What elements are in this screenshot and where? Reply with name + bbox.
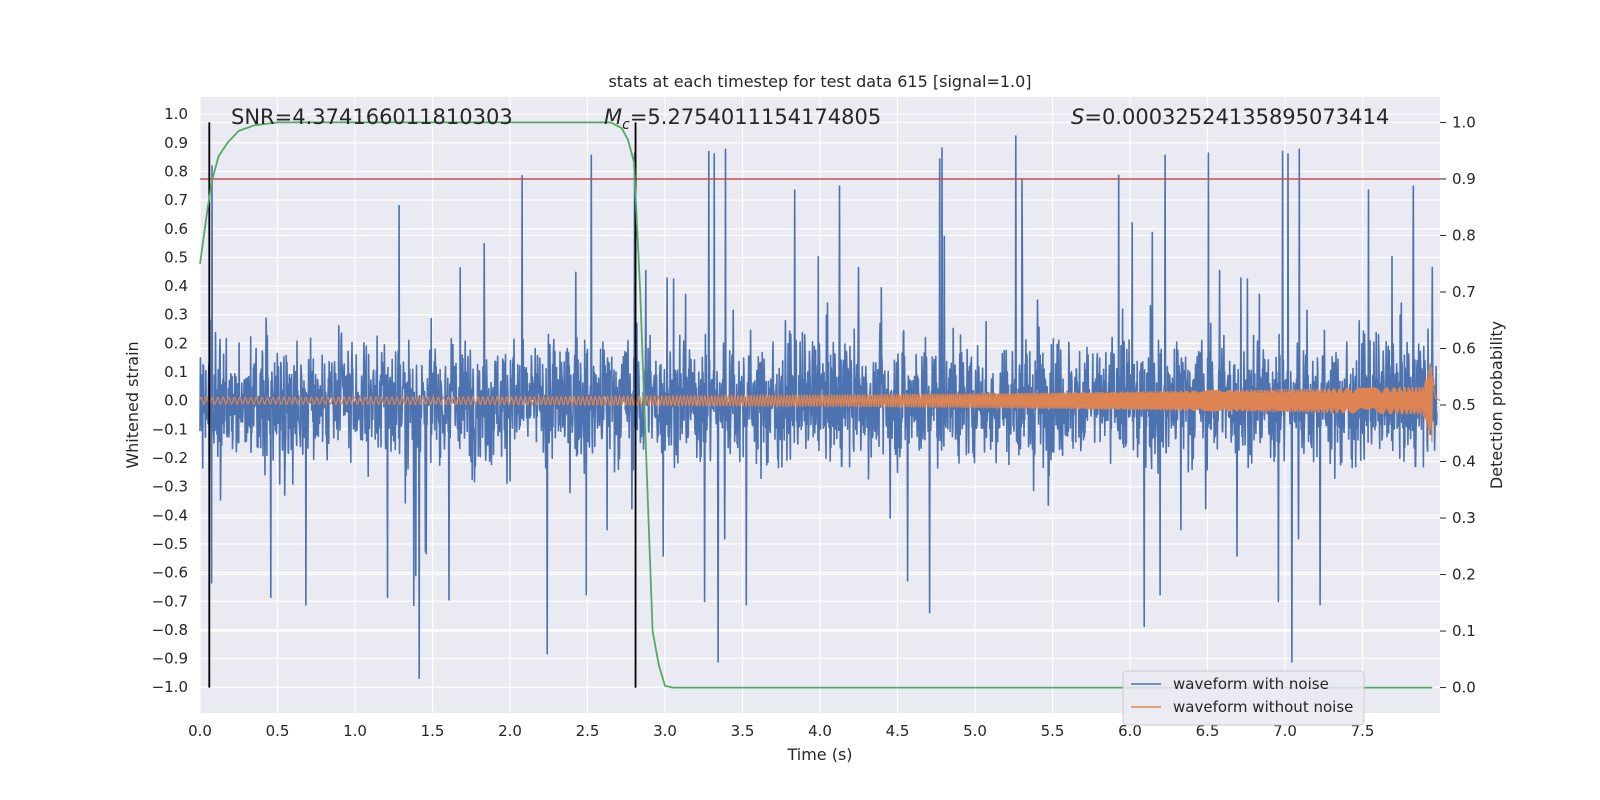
legend-box [1122, 670, 1365, 726]
y-right-tick-label: 0.6 [1452, 339, 1476, 357]
tick-labels: 0.0 0.5 1.0 1.5 2.0 2.5 3.0 3.5 4.0 4.5 5.0 5.5 6.0 6… [152, 105, 1476, 740]
chart-title: stats at each timestep for test data 615… [608, 72, 1031, 91]
y-right-tick-label: 1.0 [1452, 113, 1476, 131]
y-right-tick-label: 0.8 [1452, 226, 1476, 244]
y-left-tick-label: −0.4 [152, 506, 188, 524]
y-left-tick-label: −0.7 [152, 592, 188, 610]
y-right-tick-label: 0.9 [1452, 170, 1476, 188]
y-left-tick-label: 0.7 [164, 191, 188, 209]
y-left-tick-label: −0.8 [152, 621, 188, 639]
x-tick-label: 3.5 [731, 722, 755, 740]
x-tick-label: 3.0 [653, 722, 677, 740]
y-left-tick-label: 0.3 [164, 306, 188, 324]
y-left-tick-label: 0.9 [164, 134, 188, 152]
x-tick-label: 5.5 [1041, 722, 1065, 740]
y-right-tick-label: 0.1 [1452, 622, 1476, 640]
s-value: =0.00032524135895073414 [1084, 105, 1389, 129]
chirp-mass-value: =5.2754011154174805 [630, 105, 881, 129]
x-tick-label: 4.5 [886, 722, 910, 740]
y-right-tick-label: 0.3 [1452, 509, 1476, 527]
y-left-tick-label: 0.0 [164, 392, 188, 410]
x-tick-label: 1.5 [421, 722, 445, 740]
y-left-tick-label: 1.0 [164, 105, 188, 123]
y-left-tick-label: 0.6 [164, 220, 188, 238]
y-left-tick-label: −0.5 [152, 535, 188, 553]
y-right-tick-label: 0.5 [1452, 396, 1476, 414]
x-tick-label: 7.5 [1351, 722, 1375, 740]
x-tick-label: 2.5 [576, 722, 600, 740]
overlays [199, 121, 1440, 689]
chirp-mass-subscript: c [622, 117, 630, 133]
x-tick-label: 5.0 [963, 722, 987, 740]
x-axis-label: Time (s) [786, 745, 852, 764]
y-left-tick-label: −1.0 [152, 678, 188, 696]
x-tick-label: 6.5 [1196, 722, 1220, 740]
series-waveform-without-noise [199, 362, 1441, 443]
y-right-tick-label: 0.0 [1452, 679, 1476, 697]
snr-annotation: SNR=4.374166011810303 [231, 105, 513, 129]
chirp-mass-symbol: M [604, 105, 622, 129]
x-tick-label: 0.5 [266, 722, 290, 740]
y-right-tick-label: 0.4 [1452, 453, 1476, 471]
y-axis-label-right: Detection probability [1487, 321, 1506, 489]
x-tick-label: 1.0 [343, 722, 367, 740]
y-left-tick-label: 0.1 [164, 363, 188, 381]
chirp-mass-annotation: Mc=5.2754011154174805 [604, 105, 881, 133]
x-tick-label: 6.0 [1118, 722, 1142, 740]
legend-label-noise: waveform with noise [1173, 675, 1329, 693]
y-right-tick-label: 0.7 [1452, 283, 1476, 301]
y-left-tick-label: −0.3 [152, 478, 188, 496]
x-tick-label: 7.0 [1273, 722, 1297, 740]
s-symbol: S [1071, 105, 1084, 129]
x-tick-label: 2.0 [498, 722, 522, 740]
x-tick-label: 4.0 [808, 722, 832, 740]
legend: waveform with noise waveform without noi… [1122, 670, 1365, 726]
y-left-tick-label: 0.5 [164, 248, 188, 266]
y-right-tick-label: 0.2 [1452, 566, 1476, 584]
y-left-tick-label: −0.2 [152, 449, 188, 467]
y-left-tick-label: −0.6 [152, 564, 188, 582]
clean-waveform-line [199, 362, 1441, 443]
legend-label-clean: waveform without noise [1173, 698, 1353, 716]
x-tick-label: 0.0 [188, 722, 212, 740]
y-left-tick-label: 0.8 [164, 162, 188, 180]
s-annotation: S=0.00032524135895073414 [1071, 105, 1389, 129]
detection-probability-line [199, 121, 1433, 689]
y-left-tick-label: −0.9 [152, 650, 188, 668]
y-left-tick-label: −0.1 [152, 420, 188, 438]
y-axis-label-left: Whitened strain [123, 341, 142, 468]
y-left-tick-label: 0.4 [164, 277, 188, 295]
y-left-tick-label: 0.2 [164, 334, 188, 352]
